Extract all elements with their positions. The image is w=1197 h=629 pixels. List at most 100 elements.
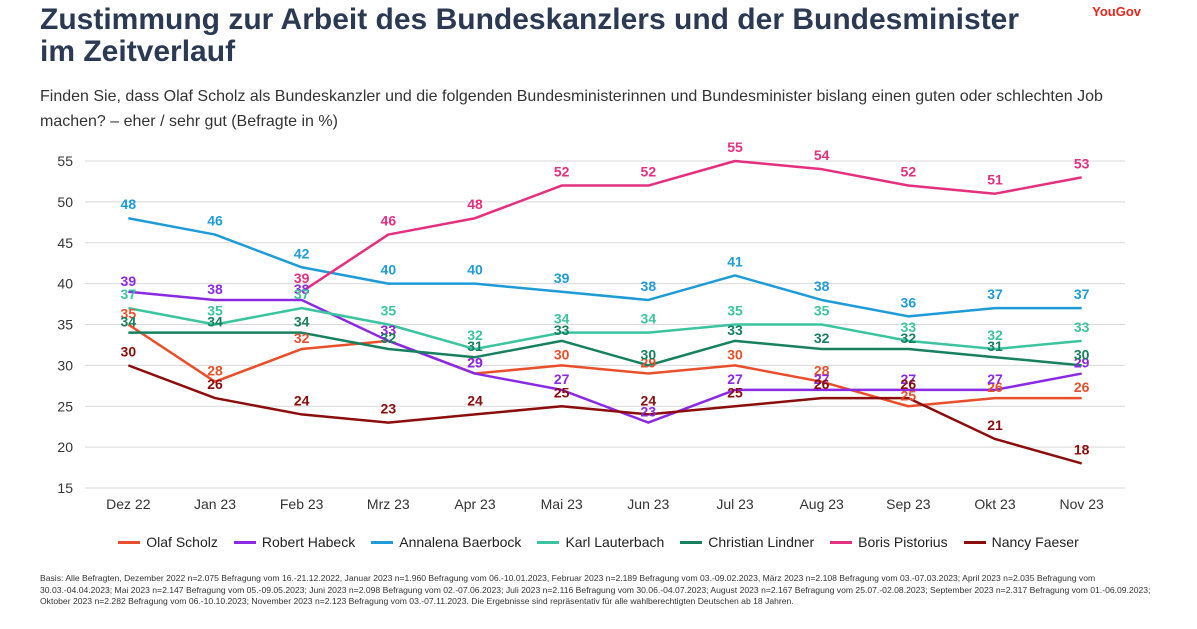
data-label: 30 [554,346,570,362]
data-label: 26 [814,376,830,392]
data-label: 27 [901,371,917,387]
data-label: 28 [207,363,223,379]
data-label: 52 [554,164,570,180]
data-label: 42 [294,245,310,261]
data-label: 31 [987,338,1003,354]
data-label: 30 [121,343,137,359]
data-label: 36 [901,294,917,310]
data-label: 39 [554,270,570,286]
data-label: 40 [381,262,397,278]
data-label: 30 [1074,346,1090,362]
legend-item: Nancy Faeser [963,534,1079,550]
legend-swatch [830,540,853,544]
legend-swatch [371,540,394,544]
data-label: 25 [901,387,917,403]
x-tick-label: Mai 23 [541,496,583,512]
data-label: 26 [1074,379,1090,395]
data-label: 33 [381,322,397,338]
data-label: 24 [641,392,657,408]
x-tick-label: Nov 23 [1059,496,1104,512]
data-label: 32 [467,327,483,343]
x-tick-label: Jan 23 [194,496,236,512]
legend-item: Boris Pistorius [830,534,948,550]
y-tick-label: 40 [57,276,73,292]
y-tick-label: 55 [57,153,73,169]
y-tick-label: 15 [57,480,73,496]
series-line [127,364,1083,465]
data-label: 34 [641,311,657,327]
legend-item: Karl Lauterbach [537,534,664,550]
data-label: 29 [467,355,483,371]
legend-swatch [233,540,256,544]
x-tick-label: Okt 23 [974,496,1015,512]
y-tick-label: 45 [57,235,73,251]
data-label: 38 [207,281,223,297]
legend-swatch [963,540,986,544]
data-label: 23 [641,404,657,420]
data-label: 46 [207,213,223,229]
data-label: 33 [901,319,917,335]
legend-label: Boris Pistorius [858,534,948,550]
legend-label: Annalena Baerbock [399,534,522,550]
data-label: 38 [814,278,830,294]
series-line [128,331,1082,367]
data-label: 41 [727,253,743,269]
data-label: 26 [987,379,1003,395]
chart-subtitle: Finden Sie, dass Olaf Scholz als Bundesk… [40,88,1103,130]
data-label: 23 [381,401,397,417]
data-label: 25 [727,384,743,400]
data-label: 40 [467,262,483,278]
data-label: 48 [121,196,137,212]
series-line [128,290,1082,424]
yougov-logo: YouGov [1092,4,1141,19]
data-label: 24 [467,392,483,408]
data-label: 38 [641,278,657,294]
data-label: 53 [1074,155,1090,171]
data-label: 35 [121,306,137,322]
data-label: 32 [987,327,1003,343]
data-label: 32 [381,330,397,346]
legend-label: Christian Lindner [708,534,815,550]
x-tick-label: Dez 22 [106,496,151,512]
data-label: 27 [554,371,570,387]
data-label: 37 [987,286,1003,302]
data-label: 35 [207,303,223,319]
data-label: 37 [121,286,137,302]
data-label: 33 [727,322,743,338]
data-label: 32 [294,330,310,346]
data-label: 48 [467,196,483,212]
data-label: 35 [381,303,397,319]
data-label: 27 [814,371,830,387]
data-label: 27 [987,371,1003,387]
data-label: 33 [1074,319,1090,335]
data-label: 52 [641,164,657,180]
data-label: 35 [727,303,743,319]
data-label: 34 [207,314,223,330]
data-label: 35 [814,303,830,319]
y-tick-label: 30 [57,357,73,373]
data-label: 33 [381,322,397,338]
data-label: 26 [901,376,917,392]
data-label: 34 [554,311,570,327]
data-label: 39 [294,270,310,286]
y-tick-label: 50 [57,194,73,210]
legend-label: Olaf Scholz [146,534,218,550]
data-label: 28 [814,363,830,379]
data-label: 29 [641,355,657,371]
x-tick-label: Apr 23 [454,496,495,512]
series-line [128,306,1082,351]
series-line [300,159,1082,293]
legend-label: Nancy Faeser [991,534,1079,550]
data-label: 18 [1074,441,1090,457]
legend-swatch [118,540,141,544]
data-label: 30 [727,346,743,362]
data-label: 55 [727,139,743,155]
data-label: 39 [121,273,137,289]
data-label: 29 [1074,355,1090,371]
data-label: 30 [641,346,657,362]
data-label: 34 [121,314,137,330]
legend-swatch [537,540,560,544]
legend-item: Annalena Baerbock [371,534,521,550]
x-tick-label: Mrz 23 [367,496,410,512]
